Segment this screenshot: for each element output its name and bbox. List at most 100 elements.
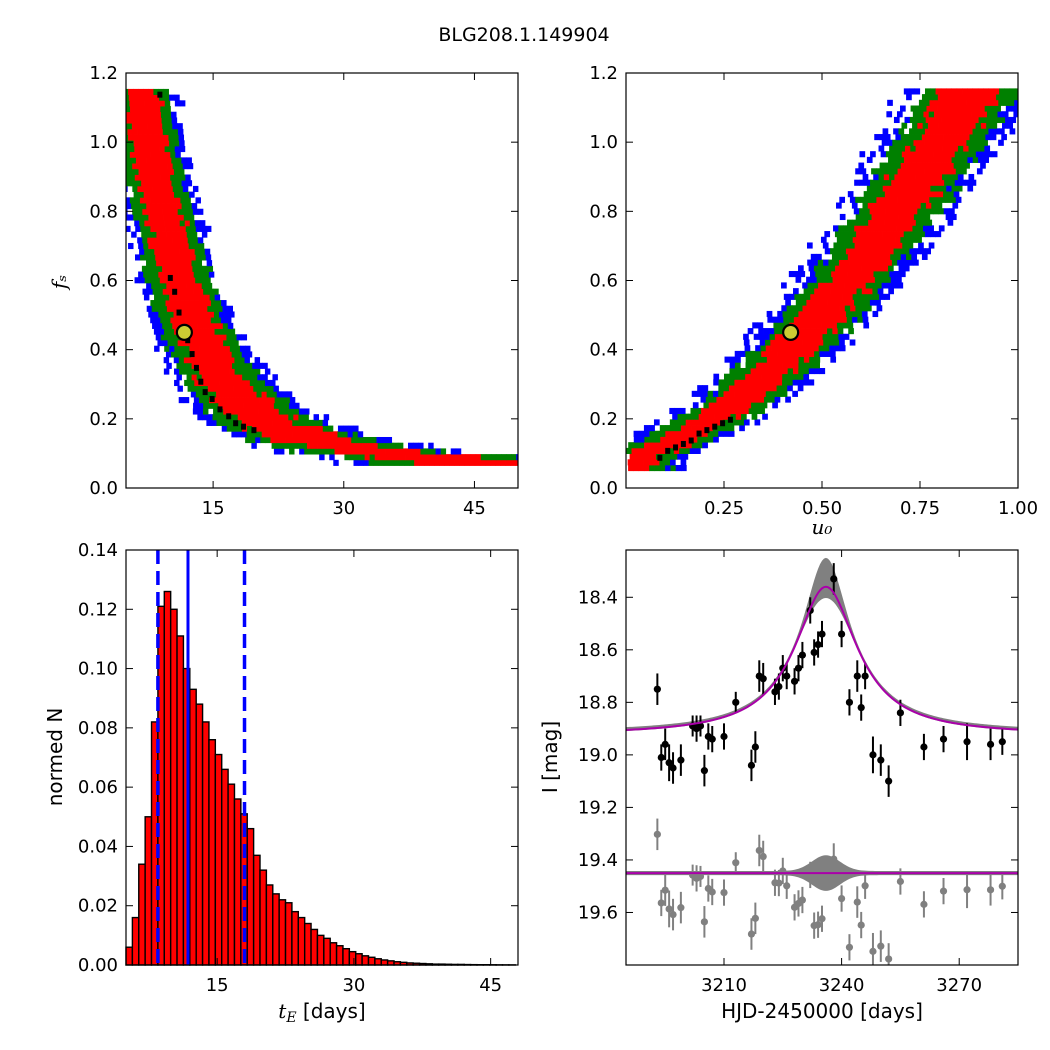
heatmap-cell <box>218 402 224 409</box>
heatmap-cell <box>814 367 820 375</box>
heatmap-cell <box>940 156 947 163</box>
heatmap-cell <box>175 317 181 324</box>
heatmap-cell <box>158 140 165 147</box>
heatmap-cell <box>918 242 924 249</box>
histogram-bar <box>169 608 178 966</box>
heatmap-cell <box>435 448 442 455</box>
heatmap-cell <box>706 407 713 415</box>
heatmap-cell <box>884 219 890 226</box>
heatmap-cell <box>133 191 140 198</box>
heatmap-cell <box>273 402 280 409</box>
heatmap-cell <box>515 459 518 466</box>
heatmap-cell <box>137 208 143 215</box>
heatmap-cell <box>936 202 943 209</box>
heatmap-cell <box>793 288 799 295</box>
heatmap-cell <box>945 168 951 175</box>
heatmap-cell <box>909 185 915 192</box>
heatmap-cell <box>188 214 195 221</box>
heatmap-cell <box>765 385 772 392</box>
heatmap-cell <box>177 123 183 130</box>
chain-point <box>217 406 223 413</box>
heatmap-cell <box>242 374 248 381</box>
x-axis-label: u₀ <box>812 515 833 539</box>
heatmap-cell <box>346 436 352 444</box>
heatmap-cell <box>890 253 896 260</box>
heatmap-cell <box>894 202 900 209</box>
heatmap-cell <box>909 128 915 135</box>
heatmap-cell <box>129 145 135 153</box>
heatmap-cell <box>706 419 713 426</box>
heatmap-cell <box>873 236 880 243</box>
heatmap-cell <box>275 436 281 444</box>
heatmap-cell <box>170 254 176 261</box>
heatmap-cell <box>865 305 872 312</box>
heatmap-cell <box>264 397 271 404</box>
heatmap-cell <box>173 214 180 221</box>
heatmap-cell <box>872 288 879 295</box>
heatmap-cell <box>902 168 909 175</box>
heatmap-cell <box>696 442 703 449</box>
heatmap-cell <box>750 373 757 380</box>
panel-light-curve: 3210 3240 327018.418.618.819.019.219.419.6… <box>538 549 1019 1023</box>
heatmap-cell <box>127 163 133 170</box>
heatmap-cell <box>792 379 799 386</box>
heatmap-cell <box>206 334 212 341</box>
heatmap-cell <box>967 185 974 192</box>
y-tick-label: 0.04 <box>78 836 118 857</box>
heatmap-cell <box>668 447 675 454</box>
heatmap-cell <box>654 430 661 437</box>
heatmap-cell <box>806 299 813 306</box>
heatmap-cell <box>870 179 876 186</box>
heatmap-cell <box>755 367 762 375</box>
heatmap-cell <box>900 105 906 112</box>
heatmap-cell <box>165 317 171 324</box>
heatmap-cell <box>111 117 116 123</box>
heatmap-cell <box>766 373 773 380</box>
heatmap-cell <box>236 391 242 398</box>
heatmap-cell <box>207 305 213 312</box>
histogram-bar <box>252 854 261 966</box>
heatmap-cell <box>888 288 894 295</box>
heatmap-cell <box>148 214 154 221</box>
heatmap-cell <box>206 260 213 267</box>
y-tick-label: 0.6 <box>589 271 618 292</box>
heatmap-cell <box>956 156 963 163</box>
heatmap-cell <box>171 203 177 210</box>
heatmap-cell <box>843 276 849 283</box>
heatmap-cell <box>1019 100 1025 106</box>
histogram-bar <box>386 960 395 966</box>
heatmap-cell <box>985 94 992 101</box>
heatmap-cell <box>913 259 919 266</box>
heatmap-cell <box>143 214 149 221</box>
heatmap-cell <box>199 345 206 352</box>
heatmap-cell <box>638 430 645 437</box>
heatmap-cell <box>271 391 278 398</box>
heatmap-cell <box>224 397 230 404</box>
heatmap-cell <box>649 430 656 437</box>
heatmap-cell <box>211 300 217 307</box>
heatmap-cell <box>430 448 436 455</box>
heatmap-cell <box>241 351 248 358</box>
heatmap-cell <box>480 454 487 461</box>
heatmap-cell <box>196 334 202 341</box>
heatmap-cell <box>870 242 877 249</box>
heatmap-cell <box>241 334 248 341</box>
heatmap-cell <box>268 408 275 415</box>
heatmap-cell <box>808 379 815 386</box>
heatmap-cell <box>675 430 682 437</box>
heatmap-cell <box>946 185 952 192</box>
heatmap-cell <box>642 447 648 454</box>
heatmap-cell <box>201 231 208 238</box>
heatmap-cell <box>815 316 821 323</box>
heatmap-cell <box>638 465 645 472</box>
heatmap-cell <box>633 442 640 449</box>
heatmap-cell <box>152 288 159 295</box>
heatmap-cell <box>900 236 907 243</box>
heatmap-cell <box>206 351 212 358</box>
heatmap-cell <box>221 351 227 358</box>
heatmap-cell <box>129 174 136 181</box>
heatmap-cell <box>935 156 942 163</box>
heatmap-cell <box>118 89 123 95</box>
heatmap-cell <box>165 225 171 232</box>
heatmap-cell <box>985 134 992 141</box>
